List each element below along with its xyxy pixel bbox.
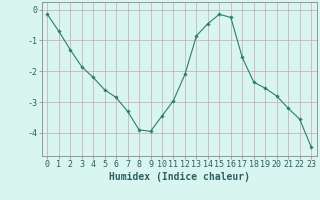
X-axis label: Humidex (Indice chaleur): Humidex (Indice chaleur) [109, 172, 250, 182]
